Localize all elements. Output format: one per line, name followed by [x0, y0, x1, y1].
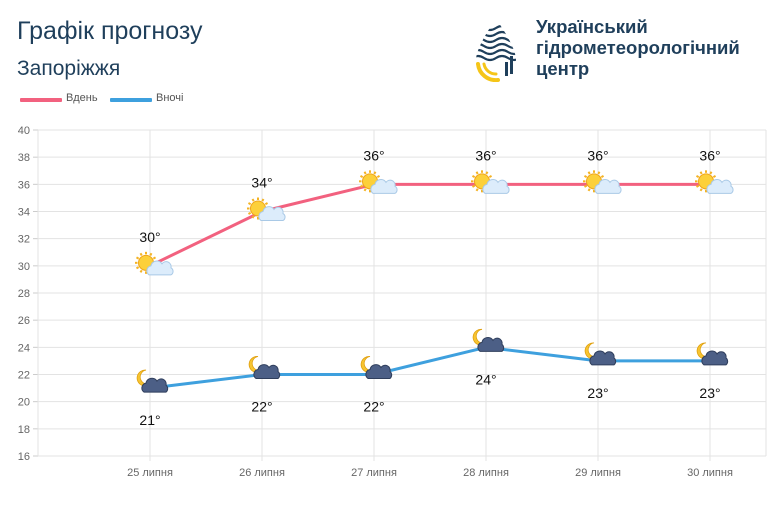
- day-temperature-label: 30°: [139, 229, 160, 245]
- sun-cloud-icon: [695, 170, 734, 194]
- y-tick-label: 20: [18, 397, 30, 409]
- legend-label-night: Вночі: [156, 92, 184, 104]
- organization-name-line1: Український: [536, 16, 648, 37]
- ukrhydromet-logo-icon: [476, 24, 516, 82]
- x-tick-label: 28 липня: [463, 467, 509, 479]
- moon-cloud-icon: [584, 342, 617, 366]
- day-temperature-label: 34°: [251, 175, 272, 191]
- organization-name-line2: гідрометеорологічний: [536, 37, 740, 58]
- night-temperature-label: 21°: [139, 412, 160, 428]
- organization-logo-block: Український гідрометеорологічний центр: [472, 16, 772, 86]
- night-temperature-label: 23°: [587, 385, 608, 401]
- night-temperature-label: 22°: [251, 399, 272, 415]
- chart-title: Графік прогнозу: [17, 17, 203, 45]
- day-temperature-label: 36°: [699, 147, 720, 163]
- moon-cloud-icon: [472, 328, 505, 352]
- moon-cloud-icon: [248, 356, 281, 379]
- y-tick-label: 40: [18, 125, 30, 137]
- sun-cloud-icon: [359, 170, 398, 194]
- x-tick-label: 29 липня: [575, 467, 621, 479]
- y-tick-label: 16: [18, 451, 30, 463]
- night-temperature-label: 23°: [699, 385, 720, 401]
- x-tick-label: 26 липня: [239, 467, 285, 479]
- moon-cloud-icon: [136, 369, 169, 393]
- legend-swatch-night: [110, 98, 152, 102]
- y-tick-label: 18: [18, 424, 30, 436]
- day-temperature-label: 36°: [363, 147, 384, 163]
- night-temperature-label: 22°: [363, 399, 384, 415]
- y-tick-label: 32: [18, 234, 30, 246]
- day-series-line: [149, 182, 710, 268]
- y-tick-label: 24: [18, 342, 30, 354]
- y-tick-label: 38: [18, 152, 30, 164]
- y-tick-label: 26: [18, 315, 30, 327]
- y-tick-label: 28: [18, 288, 30, 300]
- sun-cloud-icon: [247, 197, 286, 221]
- y-tick-label: 30: [18, 261, 30, 273]
- sun-cloud-icon: [135, 251, 174, 276]
- night-temperature-label: 24°: [475, 371, 496, 387]
- legend-swatch-day: [20, 98, 62, 102]
- legend-label-day: Вдень: [66, 92, 98, 104]
- x-tick-label: 25 липня: [127, 467, 173, 479]
- night-series-line: [149, 345, 710, 390]
- organization-name: Український гідрометеорологічний центр: [536, 16, 740, 79]
- day-temperature-label: 36°: [475, 147, 496, 163]
- sun-cloud-icon: [471, 170, 510, 194]
- organization-name-line3: центр: [536, 58, 590, 79]
- x-tick-label: 30 липня: [687, 467, 733, 479]
- y-tick-label: 34: [18, 207, 30, 219]
- y-tick-label: 22: [18, 370, 30, 382]
- x-tick-label: 27 липня: [351, 467, 397, 479]
- sun-cloud-icon: [583, 170, 622, 194]
- moon-cloud-icon: [696, 342, 729, 366]
- moon-cloud-icon: [360, 356, 393, 379]
- y-tick-label: 36: [18, 179, 30, 191]
- day-temperature-label: 36°: [587, 147, 608, 163]
- city-name: Запоріжжя: [17, 57, 121, 80]
